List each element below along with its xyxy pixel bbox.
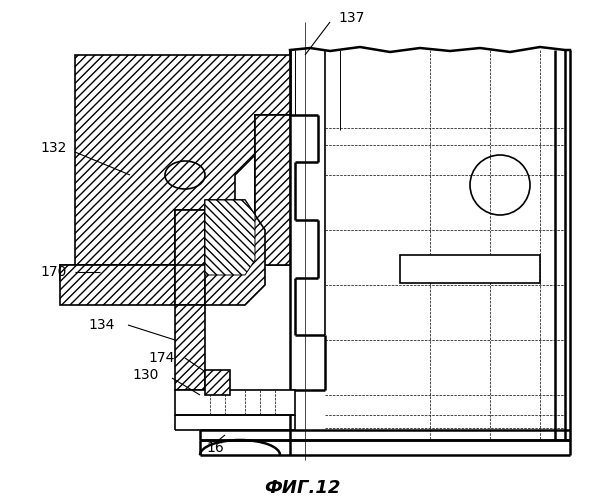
Polygon shape <box>205 200 255 275</box>
Text: 16: 16 <box>206 441 224 455</box>
Polygon shape <box>205 200 265 305</box>
Text: 132: 132 <box>40 141 66 155</box>
Polygon shape <box>75 55 290 265</box>
Polygon shape <box>175 390 295 415</box>
Ellipse shape <box>165 161 205 189</box>
Polygon shape <box>175 305 205 390</box>
Polygon shape <box>60 210 255 305</box>
Polygon shape <box>255 115 290 265</box>
Text: ФИГ.12: ФИГ.12 <box>264 479 340 497</box>
Text: 134: 134 <box>88 318 114 332</box>
Text: 174: 174 <box>148 351 175 365</box>
Text: 170: 170 <box>40 265 66 279</box>
Polygon shape <box>60 265 175 305</box>
Polygon shape <box>175 265 255 305</box>
Polygon shape <box>235 115 290 265</box>
Text: 137: 137 <box>338 11 364 25</box>
Bar <box>400 255 540 283</box>
Polygon shape <box>205 370 230 395</box>
Text: 130: 130 <box>132 368 158 382</box>
